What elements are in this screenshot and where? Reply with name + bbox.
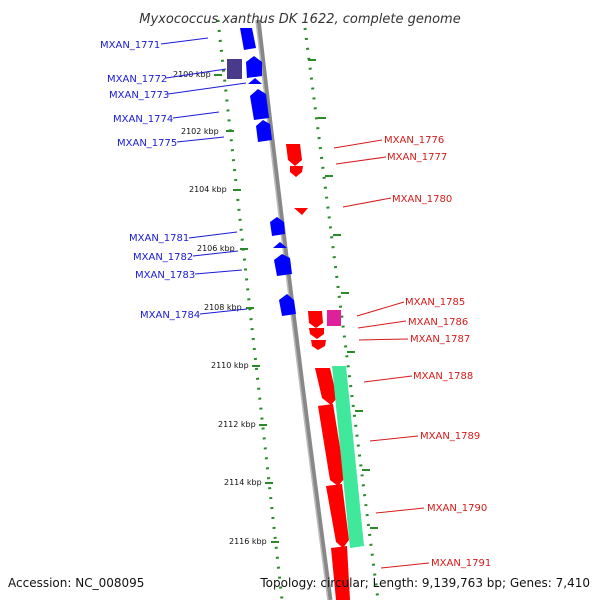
label-mxan-1776[interactable]: MXAN_1776 [384,135,444,146]
tick-label-2110: 2110 kbp [211,361,249,370]
label-mxan-1783[interactable]: MXAN_1783 [135,270,195,281]
tick-label-2116: 2116 kbp [229,537,267,546]
gene-mxan-1786[interactable] [309,328,324,339]
label-mxan-1777[interactable]: MXAN_1777 [387,152,447,163]
label-mxan-1790[interactable]: MXAN_1790 [427,503,487,514]
tick-label-2104: 2104 kbp [189,185,227,194]
tick-label-2114: 2114 kbp [224,478,262,487]
guide-dots-right [303,27,380,600]
rna-feature[interactable] [332,366,364,548]
gene-mxan-1785[interactable] [327,310,341,326]
gene-mxan-1791[interactable] [331,546,350,600]
guide-dots-left [216,19,284,600]
label-mxan-1775[interactable]: MXAN_1775 [117,138,177,149]
gene-mxan-1784[interactable] [279,294,296,316]
label-mxan-1788[interactable]: MXAN_1788 [413,371,473,382]
gene-mxan-1771[interactable] [240,28,256,50]
label-mxan-1784[interactable]: MXAN_1784 [140,310,200,321]
gene-mxan-1787[interactable] [311,340,326,350]
label-mxan-1772[interactable]: MXAN_1772 [107,74,167,85]
tick-label-2112: 2112 kbp [218,420,256,429]
tick-marks-left [214,74,279,543]
label-mxan-1782[interactable]: MXAN_1782 [133,252,193,263]
gene-mxan-1785-red[interactable] [308,311,323,328]
gene-mxan-1774[interactable] [250,89,269,120]
map-title: Myxococcus xanthus DK 1622, complete gen… [139,12,460,27]
right-connectors [333,139,430,569]
label-mxan-1787[interactable]: MXAN_1787 [410,334,470,345]
gene-mxan-1789[interactable] [318,404,345,486]
label-mxan-1785[interactable]: MXAN_1785 [405,297,465,308]
gene-mxan-1788[interactable] [315,368,337,405]
gene-mxan-1772-b[interactable] [246,56,262,78]
gene-mxan-1776[interactable] [286,144,302,166]
gene-mxan-1777[interactable] [290,166,303,177]
label-mxan-1791[interactable]: MXAN_1791 [431,558,491,569]
topology-text: Topology: circular; Length: 9,139,763 bp… [259,576,590,590]
label-mxan-1789[interactable]: MXAN_1789 [420,431,480,442]
tick-label-2108: 2108 kbp [204,303,242,312]
gene-mxan-1781[interactable] [270,217,285,236]
accession-text: Accession: NC_008095 [8,576,144,590]
label-mxan-1774[interactable]: MXAN_1774 [113,114,173,125]
tick-label-2106: 2106 kbp [197,244,235,253]
label-mxan-1786[interactable]: MXAN_1786 [408,317,468,328]
forward-genes[interactable] [227,28,296,316]
gene-mxan-1772-a[interactable] [227,59,242,79]
gene-mxan-1790[interactable] [326,484,349,548]
gene-mxan-1775[interactable] [256,120,272,142]
tick-marks-right [308,59,378,529]
reverse-genes[interactable] [286,144,364,600]
left-connectors [160,37,248,315]
label-mxan-1771[interactable]: MXAN_1771 [100,40,160,51]
gene-mxan-1783[interactable] [274,254,292,276]
label-mxan-1781[interactable]: MXAN_1781 [129,233,189,244]
label-mxan-1773[interactable]: MXAN_1773 [109,90,169,101]
gene-mxan-1780[interactable] [294,208,308,215]
gene-mxan-1782[interactable] [273,242,287,248]
tick-label-2102: 2102 kbp [181,127,219,136]
label-mxan-1780[interactable]: MXAN_1780 [392,194,452,205]
gene-mxan-1773[interactable] [248,78,262,84]
